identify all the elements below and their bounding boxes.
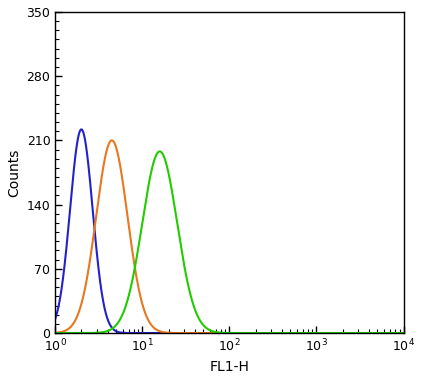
Y-axis label: Counts: Counts [7, 148, 21, 197]
X-axis label: FL1-H: FL1-H [209, 360, 249, 374]
